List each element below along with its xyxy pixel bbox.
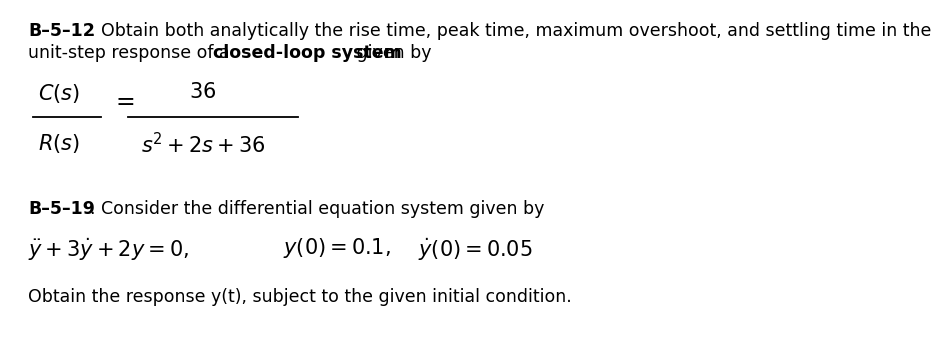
Text: . Obtain both analytically the rise time, peak time, maximum overshoot, and sett: . Obtain both analytically the rise time… (90, 22, 932, 40)
Text: . Consider the differential equation system given by: . Consider the differential equation sys… (90, 200, 544, 218)
Text: $\ddot{y} + 3\dot{y} + 2y = 0,$: $\ddot{y} + 3\dot{y} + 2y = 0,$ (28, 236, 189, 263)
Text: $y(0) = 0.1,$: $y(0) = 0.1,$ (283, 236, 391, 260)
Text: $\dot{y}(0) = 0.05$: $\dot{y}(0) = 0.05$ (418, 236, 533, 263)
Text: closed-loop system: closed-loop system (213, 44, 401, 62)
Text: $=$: $=$ (111, 88, 134, 112)
Text: B–5–12: B–5–12 (28, 22, 95, 40)
Text: given by: given by (351, 44, 431, 62)
Text: unit-step response of a: unit-step response of a (28, 44, 235, 62)
Text: $R(s)$: $R(s)$ (38, 132, 80, 155)
Text: Obtain the response y(t), subject to the given initial condition.: Obtain the response y(t), subject to the… (28, 288, 572, 306)
Text: B–5–19: B–5–19 (28, 200, 95, 218)
Text: $36$: $36$ (189, 82, 216, 102)
Text: $s^2 + 2s + 36$: $s^2 + 2s + 36$ (141, 132, 265, 157)
Text: $C(s)$: $C(s)$ (38, 82, 80, 105)
